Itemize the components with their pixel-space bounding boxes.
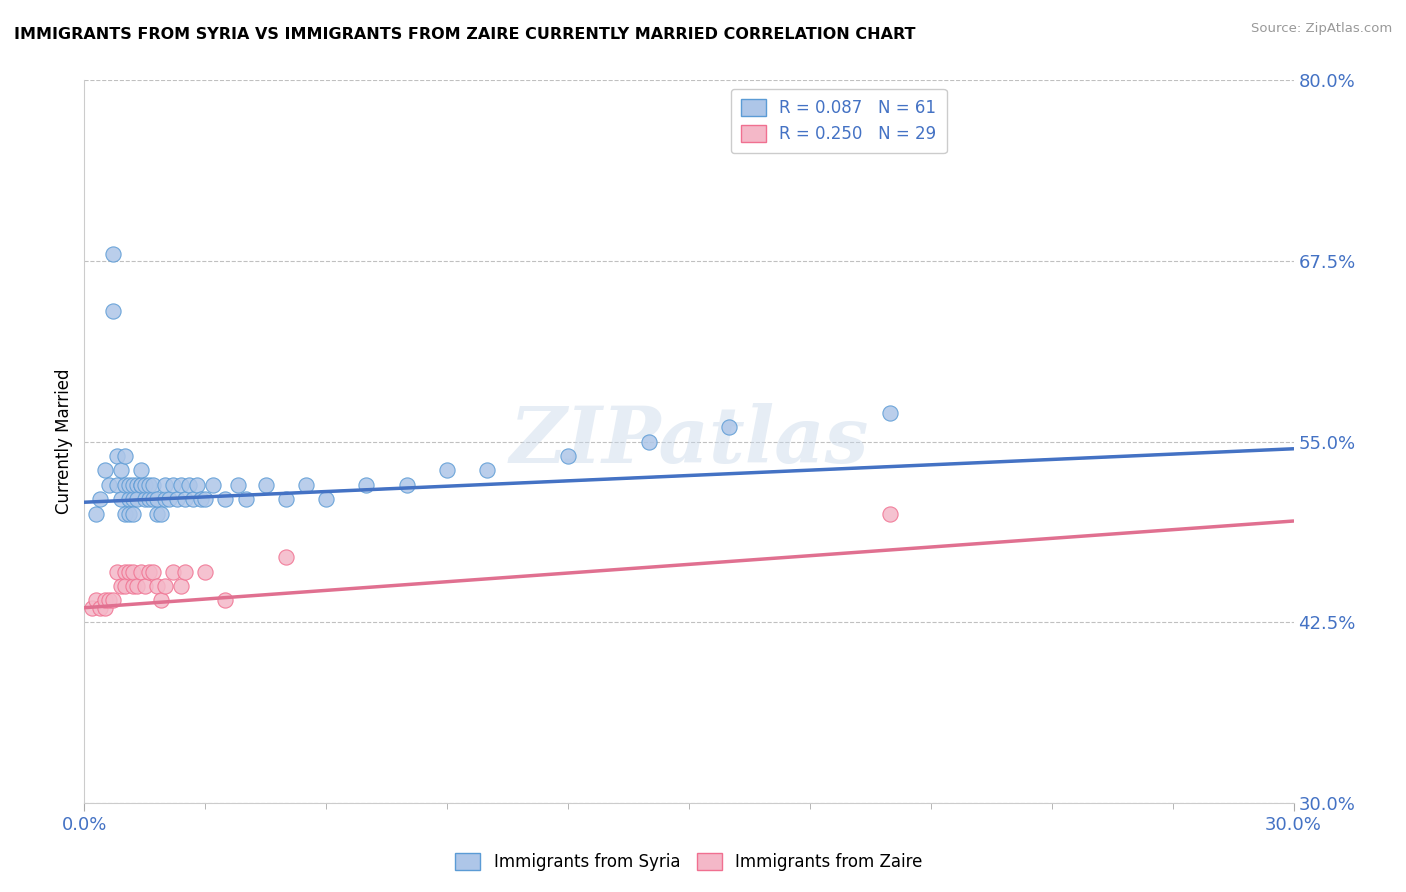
Point (89, 492, 111, 507)
Point (142, 492, 165, 507)
Point (274, 550, 297, 565)
Point (93, 600, 115, 615)
Point (162, 478, 184, 492)
Point (121, 478, 143, 492)
Point (110, 579, 132, 593)
Point (146, 492, 169, 507)
Point (129, 478, 152, 492)
Point (157, 492, 180, 507)
Point (105, 449, 128, 463)
Point (125, 579, 148, 593)
Y-axis label: Currently Married: Currently Married (55, 368, 73, 515)
Point (86, 507, 108, 521)
Point (125, 478, 148, 492)
Point (295, 478, 318, 492)
Point (477, 463, 499, 477)
Point (101, 246, 124, 260)
Point (162, 565, 184, 579)
Point (879, 406, 901, 420)
Point (142, 565, 165, 579)
Point (436, 463, 458, 477)
Point (105, 565, 128, 579)
Point (146, 579, 169, 593)
Text: ZIPatlas: ZIPatlas (509, 403, 869, 480)
Point (129, 478, 152, 492)
Point (202, 478, 225, 492)
Point (114, 579, 136, 593)
Point (315, 492, 337, 507)
Point (186, 478, 208, 492)
Point (86, 593, 108, 607)
Point (142, 478, 165, 492)
Legend: Immigrants from Syria, Immigrants from Zaire: Immigrants from Syria, Immigrants from Z… (446, 843, 932, 881)
Point (138, 478, 160, 492)
Point (194, 565, 217, 579)
Text: IMMIGRANTS FROM SYRIA VS IMMIGRANTS FROM ZAIRE CURRENTLY MARRIED CORRELATION CHA: IMMIGRANTS FROM SYRIA VS IMMIGRANTS FROM… (14, 27, 915, 42)
Point (110, 463, 132, 477)
Point (194, 492, 217, 507)
Point (214, 492, 236, 507)
Point (121, 492, 143, 507)
Point (129, 463, 152, 477)
Point (274, 492, 297, 507)
Point (125, 492, 148, 507)
Point (105, 478, 128, 492)
Point (118, 565, 141, 579)
Point (179, 478, 201, 492)
Point (101, 304, 124, 318)
Point (170, 579, 193, 593)
Point (82, 600, 104, 615)
Point (153, 492, 176, 507)
Point (93, 593, 115, 607)
Point (114, 449, 136, 463)
Point (129, 565, 152, 579)
Point (214, 593, 236, 607)
Point (166, 492, 188, 507)
Point (235, 492, 257, 507)
Point (134, 579, 156, 593)
Point (718, 420, 741, 434)
Point (121, 565, 143, 579)
Point (149, 507, 172, 521)
Point (557, 449, 579, 463)
Point (153, 579, 176, 593)
Point (134, 478, 156, 492)
Point (181, 492, 204, 507)
Point (97, 593, 120, 607)
Point (97, 478, 120, 492)
Point (226, 478, 249, 492)
Point (93, 463, 115, 477)
Point (121, 579, 143, 593)
Point (153, 478, 176, 492)
Point (190, 492, 212, 507)
Point (118, 492, 141, 507)
Point (110, 492, 132, 507)
Point (118, 507, 141, 521)
Point (637, 434, 659, 449)
Point (138, 565, 160, 579)
Point (114, 507, 136, 521)
Point (89, 600, 111, 615)
Point (114, 478, 136, 492)
Point (146, 507, 169, 521)
Point (149, 593, 172, 607)
Point (356, 478, 378, 492)
Text: Source: ZipAtlas.com: Source: ZipAtlas.com (1251, 22, 1392, 36)
Point (879, 507, 901, 521)
Point (254, 478, 277, 492)
Point (101, 593, 124, 607)
Point (118, 478, 141, 492)
Point (395, 478, 418, 492)
Point (134, 492, 156, 507)
Point (174, 492, 197, 507)
Point (170, 478, 193, 492)
Point (174, 565, 197, 579)
Point (138, 492, 160, 507)
Point (121, 507, 143, 521)
Point (114, 565, 136, 579)
